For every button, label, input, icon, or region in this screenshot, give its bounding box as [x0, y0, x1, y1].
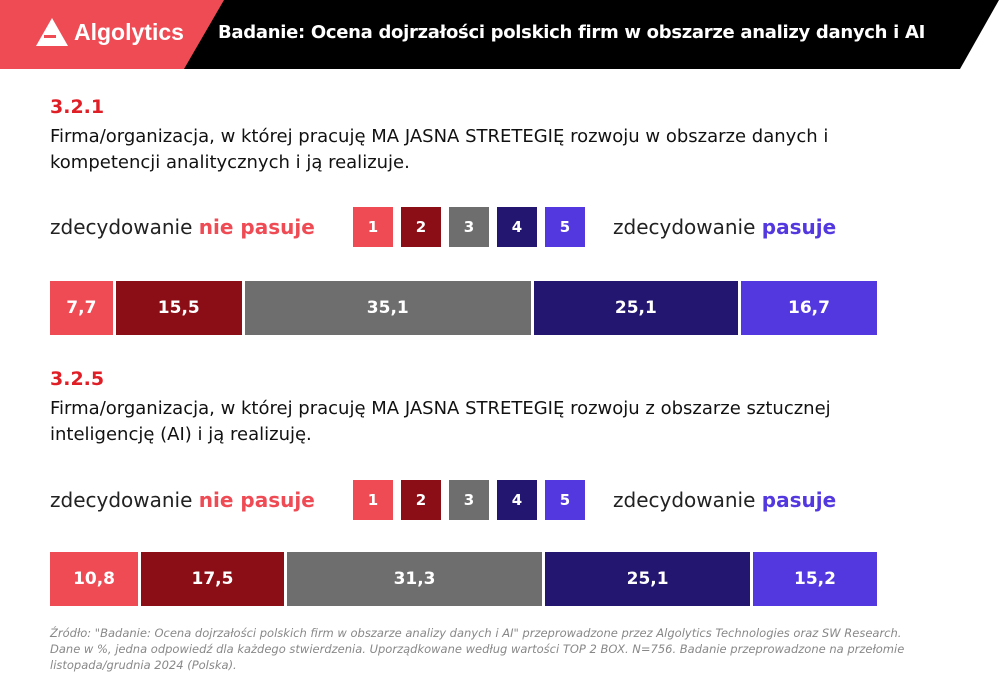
- scale-box-2: 2: [401, 480, 441, 520]
- section-2-heading: 3.2.5 Firma/organizacja, w której pracuj…: [50, 368, 930, 448]
- scale-box-4: 4: [497, 207, 537, 247]
- scale-box-5: 5: [545, 480, 585, 520]
- scale-box-3: 3: [449, 480, 489, 520]
- scale-box-1: 1: [353, 207, 393, 247]
- bar-segment-2: 15,5: [115, 281, 242, 335]
- scale-legend: zdecydowanie nie pasuje 1 2 3 4 5 zdecydowanie…: [50, 480, 880, 520]
- scale-box-3: 3: [449, 207, 489, 247]
- page-title: Badanie: Ocena dojrzałości polskich firm…: [218, 22, 926, 43]
- bar-segment-3: 35,1: [244, 281, 531, 335]
- bar-segment-4: 25,1: [533, 281, 739, 335]
- section-number: 3.2.1: [50, 96, 105, 118]
- bar-segment-1: 7,7: [50, 281, 113, 335]
- stacked-bar-2: 10,8 17,5 31,3 25,1 15,2: [50, 552, 877, 606]
- bar-segment-4: 25,1: [545, 552, 750, 606]
- bar-segment-5: 16,7: [741, 281, 877, 335]
- label-emphasis: nie pasuje: [198, 488, 315, 512]
- scale-box-1: 1: [353, 480, 393, 520]
- scale-box-2: 2: [401, 207, 441, 247]
- bar-segment-3: 31,3: [286, 552, 543, 606]
- label-emphasis: pasuje: [761, 215, 837, 239]
- brand-name: Algolytics: [74, 18, 184, 45]
- scale-box-4: 4: [497, 480, 537, 520]
- stacked-bar-1: 7,7 15,5 35,1 25,1 16,7: [50, 281, 877, 335]
- scale-legend: zdecydowanie nie pasuje 1 2 3 4 5 zdecydowanie…: [50, 207, 880, 247]
- bar-segment-2: 17,5: [141, 552, 284, 606]
- section-question: Firma/organizacja, w której pracuję MA J…: [50, 398, 831, 445]
- section-1-heading: 3.2.1 Firma/organizacja, w której pracuj…: [50, 96, 930, 176]
- scale-left-label: zdecydowanie nie pasuje: [50, 488, 315, 512]
- bar-segment-5: 15,2: [752, 552, 877, 606]
- scale-right-label: zdecydowanie pasuje: [613, 215, 836, 239]
- label-prefix: zdecydowanie: [50, 215, 199, 239]
- label-prefix: zdecydowanie: [613, 215, 762, 239]
- scale-right-label: zdecydowanie pasuje: [613, 488, 836, 512]
- bar-segment-1: 10,8: [50, 552, 139, 606]
- label-emphasis: pasuje: [761, 488, 837, 512]
- brand-logo: Algolytics: [36, 18, 184, 46]
- source-note: Źródło: "Badanie: Ocena dojrzałości pols…: [50, 626, 905, 672]
- label-prefix: zdecydowanie: [613, 488, 762, 512]
- header: Algolytics Badanie: Ocena dojrzałości po…: [0, 0, 999, 69]
- scale-box-5: 5: [545, 207, 585, 247]
- logo-triangle-icon: [36, 18, 68, 46]
- scale-left-label: zdecydowanie nie pasuje: [50, 215, 315, 239]
- label-emphasis: nie pasuje: [198, 215, 315, 239]
- section-question: Firma/organizacja, w której pracuję MA J…: [50, 126, 829, 173]
- label-prefix: zdecydowanie: [50, 488, 199, 512]
- section-number: 3.2.5: [50, 368, 105, 390]
- header-background: [0, 0, 999, 69]
